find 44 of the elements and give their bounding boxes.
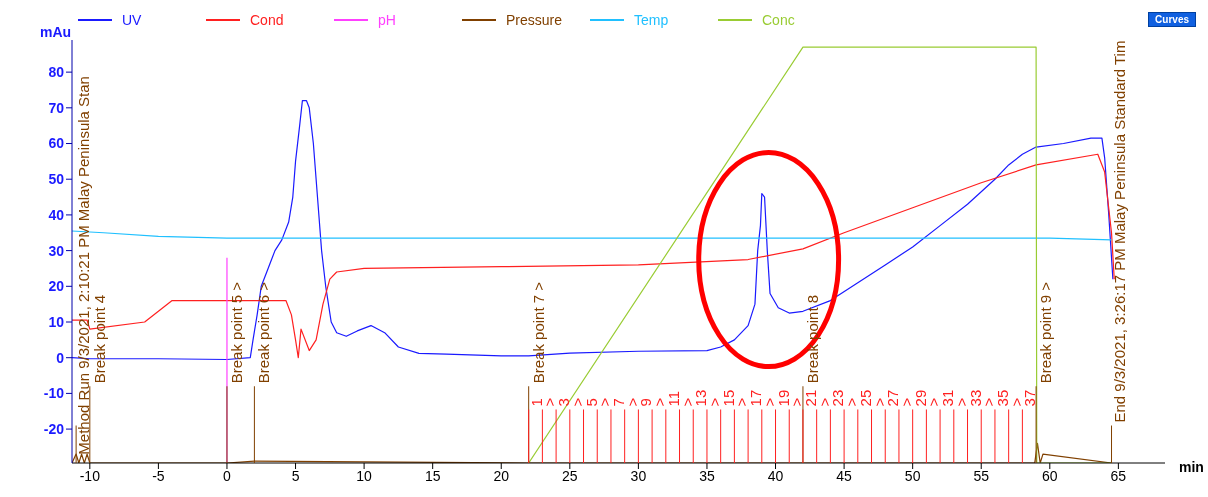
ref-line-label: Break point 7 > [529, 281, 547, 384]
ref-line-label: Break point 4 [90, 294, 108, 384]
annotation: End 9/3/2021, 3:26:17 PM Malay Peninsula Standard Tim [1110, 40, 1128, 423]
x-tick-label: 65 [1110, 467, 1127, 484]
legend-label: Pressure [506, 12, 563, 28]
x-tick-label: 55 [973, 467, 990, 484]
x-tick-label: 35 [699, 467, 715, 484]
x-tick-label: 60 [1042, 467, 1058, 484]
y-tick-label: 80 [48, 64, 65, 81]
y-tick-label: 10 [48, 313, 65, 330]
y-tick-label: 50 [48, 171, 65, 188]
annotation: Method Run 9/3/2021, 2:10:21 PM Malay Peninsula Stan [75, 76, 93, 455]
ref-line-label: Break point 9 > [1037, 281, 1055, 384]
x-tick-label: 40 [767, 467, 784, 484]
y-tick-label: -10 [43, 385, 65, 402]
x-tick-label: 30 [630, 467, 647, 484]
x-tick-label: 0 [223, 467, 232, 484]
ref-line-label: Break point 6 > [255, 281, 273, 384]
legend-label: Temp [634, 12, 669, 28]
legend-label: Cond [250, 12, 284, 28]
legend-label: pH [378, 12, 396, 28]
y-axis-title: mAu [40, 24, 72, 40]
x-tick-label: -10 [79, 467, 101, 484]
ref-line-label: Break point 5 > [227, 281, 245, 384]
y-tick-label: 60 [48, 135, 65, 152]
curves-button: Curves [1148, 12, 1196, 27]
y-tick-label: 0 [56, 349, 65, 366]
y-tick-label: 20 [48, 278, 65, 295]
y-tick-label: 30 [48, 242, 65, 259]
x-axis-title: min [1179, 459, 1204, 475]
y-tick-label: 40 [48, 206, 65, 223]
x-tick-label: 5 [291, 467, 300, 484]
x-tick-label: 50 [904, 467, 921, 484]
y-tick-label: 70 [48, 99, 65, 116]
x-tick-label: 25 [562, 467, 578, 484]
y-tick-label: -20 [43, 421, 65, 438]
x-tick-label: 10 [356, 467, 373, 484]
x-tick-label: 15 [424, 467, 441, 484]
legend-label: Conc [762, 12, 795, 28]
x-tick-label: -5 [152, 467, 165, 484]
x-tick-label: 20 [493, 467, 510, 484]
legend-label: UV [122, 12, 142, 28]
x-tick-label: 45 [836, 467, 853, 484]
ref-line-label: Break point 8 [803, 294, 821, 384]
